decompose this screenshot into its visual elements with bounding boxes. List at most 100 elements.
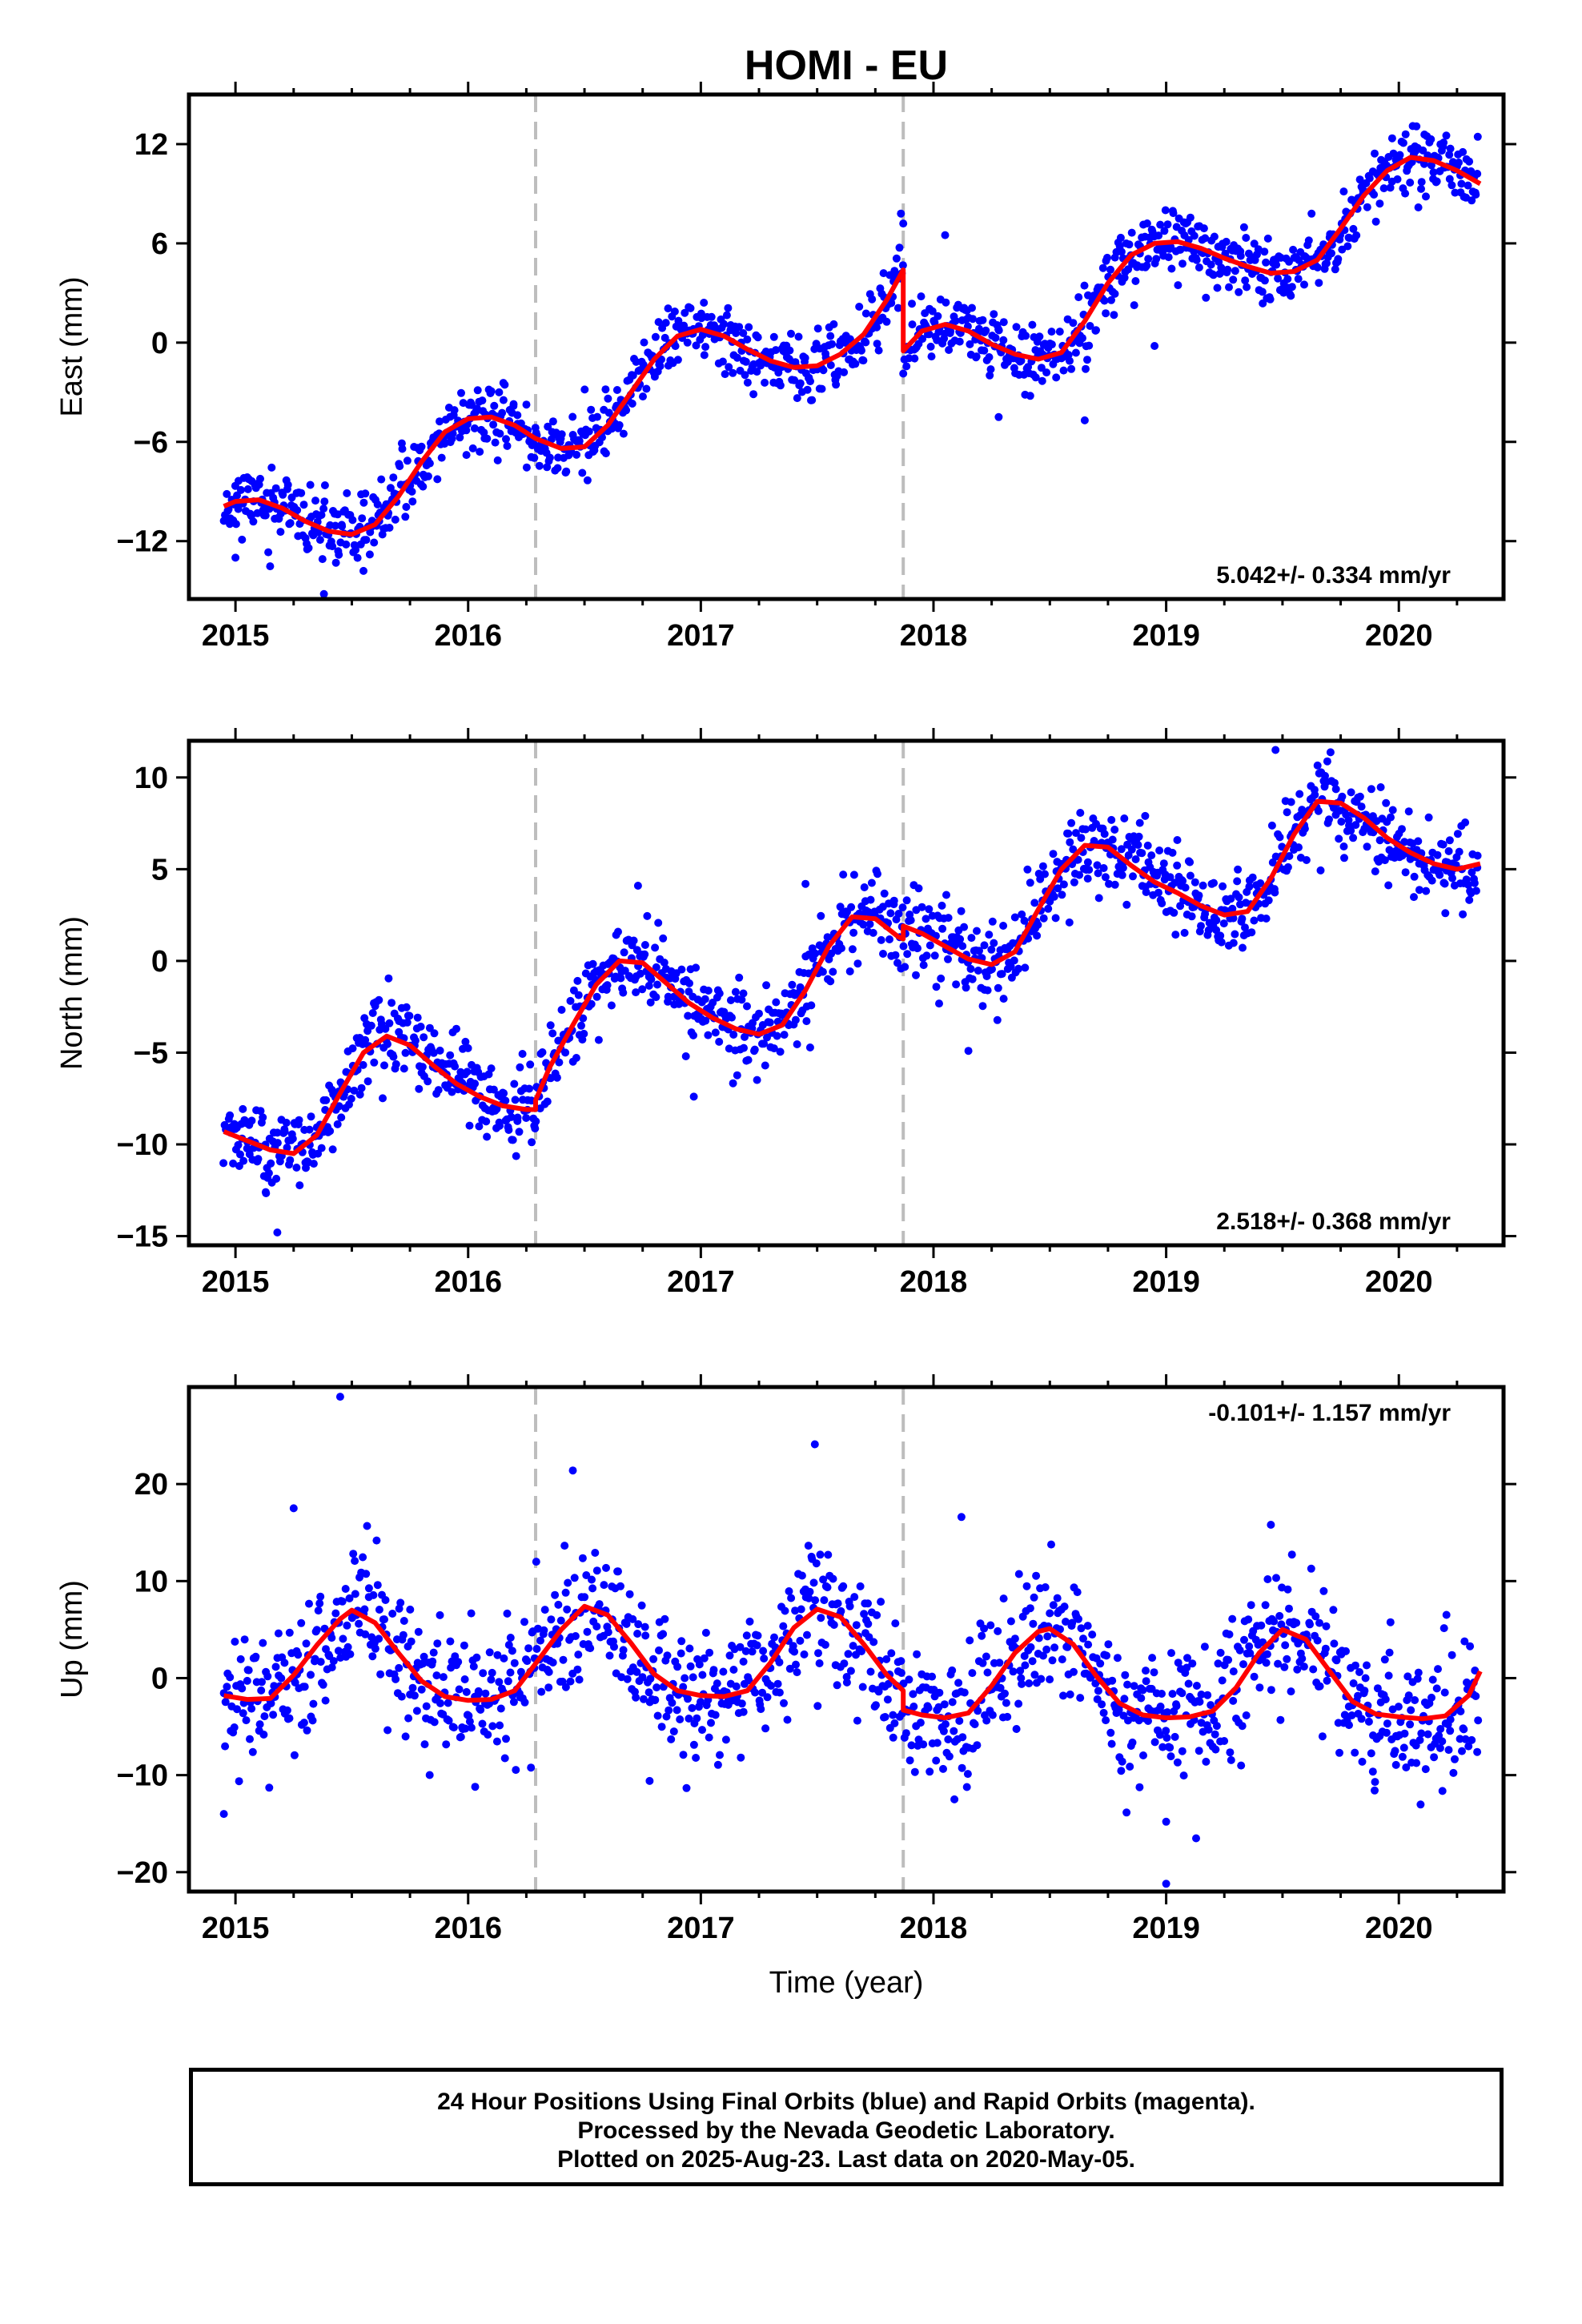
data-point [1268, 858, 1277, 866]
data-point [234, 1140, 243, 1149]
data-point [493, 456, 502, 464]
data-point [780, 1699, 788, 1707]
data-point [243, 485, 252, 493]
data-point [804, 1542, 813, 1550]
data-point [1050, 1643, 1059, 1652]
x-tick-label: 2020 [1365, 1912, 1433, 1945]
data-point [573, 1665, 582, 1674]
data-point [1071, 348, 1080, 357]
data-point [496, 1121, 504, 1130]
data-point [908, 300, 916, 308]
data-point [922, 951, 931, 960]
data-point [1030, 899, 1039, 907]
x-tick-label: 2019 [1132, 619, 1200, 653]
data-point [436, 1699, 444, 1707]
data-point [424, 472, 432, 480]
data-point [1283, 1655, 1291, 1663]
data-point [1222, 237, 1231, 246]
data-point [481, 1689, 490, 1698]
data-point [646, 1675, 655, 1683]
data-point [482, 1117, 491, 1126]
data-point [1349, 224, 1358, 233]
data-point [1220, 1737, 1229, 1745]
data-point [1195, 263, 1203, 271]
data-point [1068, 1618, 1077, 1627]
data-point [384, 974, 393, 983]
data-point [668, 1699, 677, 1707]
data-point [616, 1582, 624, 1590]
data-point [1148, 1654, 1157, 1663]
data-point [1349, 834, 1358, 842]
data-point [236, 1655, 245, 1663]
data-point [667, 1735, 676, 1743]
data-point [625, 1590, 634, 1598]
data-point [846, 1667, 855, 1675]
data-point [1163, 220, 1172, 229]
data-point [886, 909, 895, 918]
data-point [1321, 1644, 1330, 1653]
data-point [968, 975, 977, 983]
data-point [483, 1132, 492, 1141]
data-point [960, 923, 969, 931]
data-point [1051, 914, 1060, 923]
data-point [1311, 790, 1319, 799]
data-point [1445, 151, 1454, 159]
data-point [1370, 191, 1379, 199]
data-point [681, 308, 689, 317]
data-point [545, 453, 554, 462]
data-point [391, 515, 400, 524]
data-point [661, 1614, 669, 1623]
data-point [556, 1616, 565, 1625]
data-point [601, 449, 610, 458]
data-point [1271, 888, 1279, 897]
data-point [957, 907, 966, 915]
data-point [840, 368, 849, 376]
data-point [389, 473, 398, 482]
data-point [1355, 1668, 1363, 1676]
data-point [329, 1657, 338, 1666]
data-point [614, 1567, 622, 1576]
data-point [235, 1777, 243, 1786]
data-point [1166, 873, 1174, 882]
data-point [428, 1657, 437, 1666]
data-point [1127, 845, 1136, 854]
data-point [837, 944, 845, 953]
data-point [1076, 1694, 1085, 1703]
data-point [654, 919, 663, 927]
data-point [1404, 1691, 1413, 1700]
data-point [295, 1181, 304, 1190]
data-point [1044, 904, 1053, 913]
data-point [1135, 1783, 1144, 1791]
data-point [1465, 895, 1474, 904]
data-point [594, 1035, 603, 1044]
data-point [889, 1711, 897, 1719]
rate-label: 2.518+/- 0.368 mm/yr [1216, 1208, 1451, 1235]
data-point [269, 1711, 278, 1719]
data-point [1154, 888, 1162, 897]
data-point [561, 1683, 570, 1691]
data-point [1323, 757, 1331, 766]
data-point [705, 1733, 713, 1742]
data-point [462, 1687, 471, 1696]
data-point [437, 453, 446, 462]
data-point [732, 1682, 741, 1691]
data-point [276, 528, 285, 537]
data-point [982, 326, 990, 335]
data-point [410, 1691, 419, 1700]
data-point [663, 1651, 672, 1660]
x-tick-label: 2020 [1365, 1265, 1433, 1299]
data-point [1098, 1700, 1106, 1709]
data-point [221, 1742, 230, 1751]
data-point [1323, 259, 1331, 267]
data-point [1064, 351, 1073, 360]
data-point [231, 553, 240, 562]
data-point [1329, 1606, 1338, 1614]
data-point [439, 1673, 448, 1682]
data-point [1427, 1693, 1435, 1702]
data-point [604, 1628, 612, 1637]
data-point [266, 562, 275, 571]
data-point [1235, 893, 1243, 902]
data-point [260, 1712, 269, 1721]
data-point [1170, 908, 1178, 917]
data-point [882, 1655, 891, 1663]
